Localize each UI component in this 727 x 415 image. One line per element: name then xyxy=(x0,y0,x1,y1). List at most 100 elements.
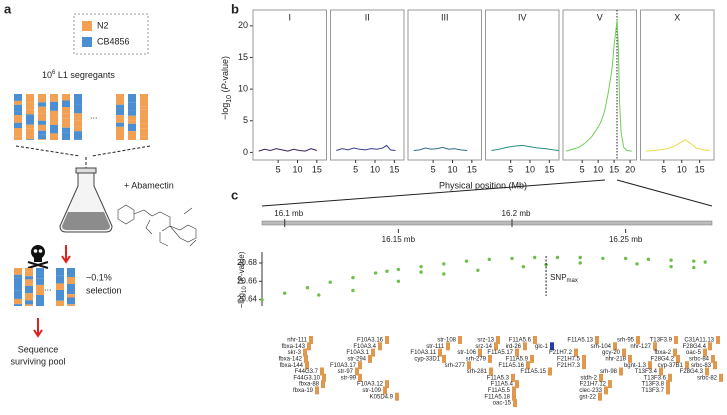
x-tick-label: 20 xyxy=(625,164,635,174)
chromosome-segment xyxy=(67,268,75,278)
x-tick-label: 16.25 mb xyxy=(609,235,643,244)
y-axis-title: −log10 (P-value) xyxy=(237,251,247,308)
chromosome-segment xyxy=(62,132,70,140)
facet-title: II xyxy=(365,12,370,22)
chromosome-segment xyxy=(38,139,46,140)
gene-box xyxy=(515,348,519,357)
gene-label: F28G4.2 xyxy=(651,356,675,362)
chromosome-segment xyxy=(38,102,46,107)
x-tick-label: 10 xyxy=(292,164,302,174)
gene-box xyxy=(636,336,640,344)
chromosome-segment xyxy=(62,127,70,133)
point xyxy=(442,262,446,266)
chromosome-segment xyxy=(116,94,124,98)
gene-label: ird-26 xyxy=(506,344,522,350)
chromosome-segment xyxy=(128,94,136,103)
chromosome-segment xyxy=(62,113,70,119)
chromosome-segment xyxy=(128,131,136,140)
y-tick-label: 20 xyxy=(238,20,248,30)
chromosome-segment xyxy=(74,126,82,132)
gene-label: fbxa-88 xyxy=(299,382,320,388)
gene-box xyxy=(619,367,623,376)
gene-label: srbc-83 xyxy=(691,363,712,369)
gene-box xyxy=(371,348,375,357)
gene-box xyxy=(574,348,578,357)
x-tick-label: 5 xyxy=(431,164,436,174)
chromosome-segment xyxy=(36,301,44,306)
chromosome-segment xyxy=(38,94,46,103)
chromosome-segment xyxy=(67,284,75,295)
chromosome-segment xyxy=(14,274,22,278)
chromosome-segment xyxy=(36,295,44,302)
gene-label: str-294 xyxy=(347,356,366,362)
gene-box xyxy=(385,380,389,389)
chromosome-segment xyxy=(140,114,148,124)
ruler-tick-label: 16.1 mb xyxy=(274,209,303,218)
facet-title: I xyxy=(288,12,291,22)
gene-label: fbxa-142 xyxy=(279,356,303,362)
chromosome-segment xyxy=(25,304,33,306)
chromosome-segment xyxy=(67,304,75,306)
chromosome-segment xyxy=(56,300,64,306)
gene-label: srh-98 xyxy=(600,369,618,375)
gene-box xyxy=(648,361,652,370)
point xyxy=(487,257,491,262)
chromosome-segment xyxy=(14,122,22,129)
chromosome-segment xyxy=(38,106,46,114)
series-line xyxy=(645,139,710,152)
gene-label: F28G4.3 xyxy=(680,369,704,375)
gene-box xyxy=(494,342,498,351)
facet-title: X xyxy=(674,12,680,22)
point xyxy=(669,264,673,269)
gene-label: str-109 xyxy=(362,388,381,394)
gene-label: F10A3.4 xyxy=(353,344,376,350)
point xyxy=(692,259,696,263)
gene-label: gst-22 xyxy=(579,394,596,400)
gene-box xyxy=(526,361,530,370)
chromosome-segment xyxy=(140,100,148,107)
chromosome-segment xyxy=(74,120,82,127)
gene-label: str-108 xyxy=(437,338,456,344)
gene-box xyxy=(368,354,372,363)
gene-box xyxy=(628,354,632,363)
chromosome-segment xyxy=(25,276,33,280)
chromosome-segment xyxy=(50,124,58,134)
gene-box xyxy=(550,342,554,351)
gene-box xyxy=(598,392,602,401)
series-line xyxy=(258,148,317,152)
chromosome-segment xyxy=(62,100,70,108)
gene-label: fbxa-144 xyxy=(280,363,304,369)
y-tick-label: 10 xyxy=(238,83,248,93)
gene-label: srh-95 xyxy=(617,338,635,344)
facet-frame xyxy=(330,9,405,161)
point xyxy=(373,271,378,275)
gene-box xyxy=(668,373,672,382)
point xyxy=(419,270,423,274)
gene-box xyxy=(512,386,516,395)
y-tick-label: 20.66 xyxy=(237,276,258,285)
gene-box xyxy=(512,392,516,401)
legend-label: CB4856 xyxy=(97,36,130,46)
chromosome-segment xyxy=(140,123,148,129)
gene-box xyxy=(511,373,515,382)
gene-box xyxy=(613,342,617,351)
gene-box xyxy=(604,386,608,395)
y-tick-label: 0 xyxy=(243,147,248,157)
flask-neck xyxy=(75,167,97,174)
point xyxy=(646,257,651,262)
chromosome-segment xyxy=(62,94,70,101)
point xyxy=(328,280,332,284)
gene-box xyxy=(622,348,626,357)
chromosome-segment xyxy=(14,277,22,285)
gene-box xyxy=(595,336,599,344)
gene-label: srh-279 xyxy=(466,356,487,362)
chromosome-segment xyxy=(36,268,44,279)
x-tick-label: 16.15 mb xyxy=(382,235,416,244)
point xyxy=(260,297,264,302)
gene-box xyxy=(446,342,450,351)
gene-label: fbxa-143 xyxy=(282,344,306,350)
point xyxy=(578,255,582,260)
gene-label: glc-1 xyxy=(535,344,549,350)
chromosome-segment xyxy=(14,128,22,137)
gene-box xyxy=(708,342,712,351)
